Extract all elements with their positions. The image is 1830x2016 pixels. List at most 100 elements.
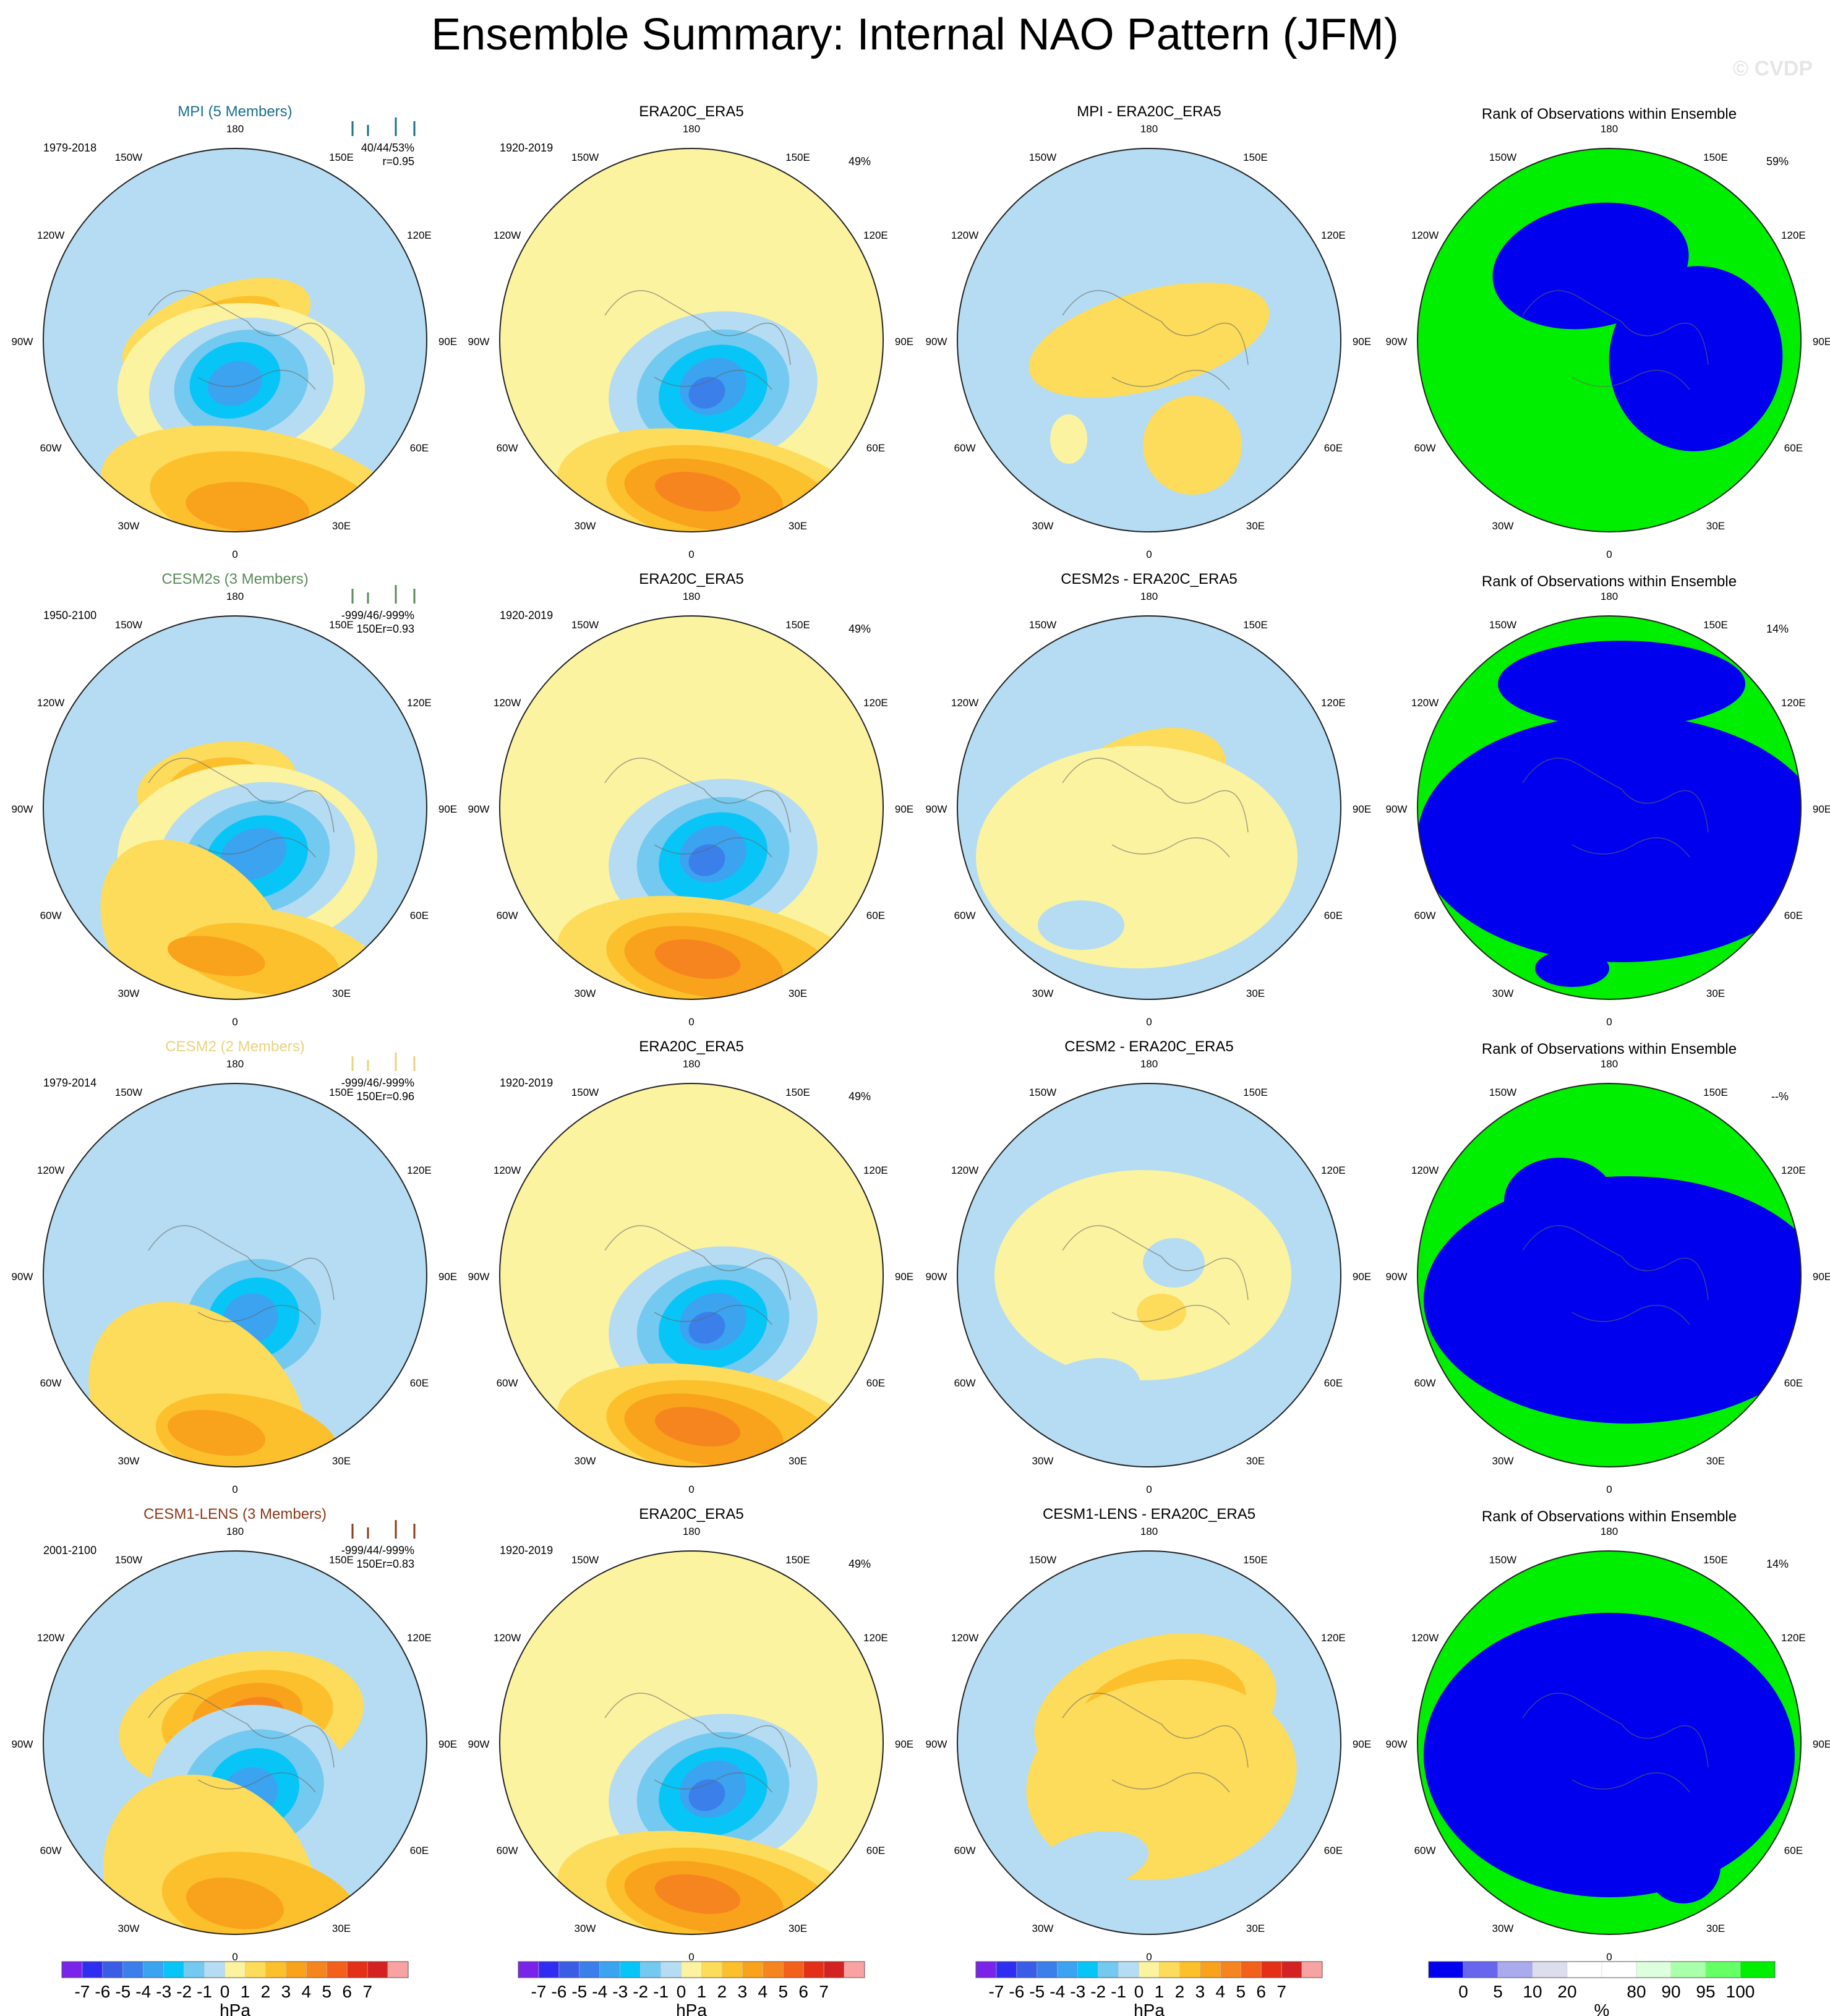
longitude-label: 150W <box>571 152 599 163</box>
longitude-label: 90E <box>1813 1738 1830 1750</box>
colorbar-tick-label: 4 <box>302 1982 312 2001</box>
longitude-label: 90E <box>438 1738 457 1750</box>
coastline <box>1062 758 1249 858</box>
longitude-label: 30E <box>1706 520 1725 532</box>
map-border <box>43 1550 427 1935</box>
colorbar-swatch <box>1740 1961 1776 1978</box>
contour-region <box>976 746 1298 968</box>
longitude-label: 30W <box>1492 988 1514 999</box>
longitude-label: 60W <box>1414 910 1436 921</box>
colorbar-unit: % <box>1594 2001 1610 2016</box>
longitude-label: 120W <box>494 697 521 709</box>
colorbar-tick-label: 6 <box>1256 1982 1266 2001</box>
colorbar-tick-label: -2 <box>633 1982 648 2001</box>
map-disc: 180 150E 120E 90E 60E 30E 0 30W 60W 90W 120W 150W <box>468 123 914 560</box>
contour-region <box>1424 1613 1795 1897</box>
map-border <box>1417 615 1802 1000</box>
longitude-label: 30E <box>1246 520 1265 532</box>
longitude-label: 90E <box>1813 803 1830 815</box>
colorbar-swatch <box>620 1961 641 1978</box>
longitude-label: 30W <box>1492 520 1514 532</box>
longitude-label: 30E <box>789 988 807 999</box>
longitude-label: 120E <box>863 1164 888 1176</box>
coastline <box>1522 1693 1709 1793</box>
longitude-label: 90E <box>895 336 913 348</box>
colorbar-tick-label: 10 <box>1523 1982 1542 2001</box>
longitude-label: 90W <box>468 803 490 815</box>
longitude-label: 150E <box>329 1087 354 1098</box>
map-border <box>957 615 1341 1000</box>
contour-region <box>1535 950 1609 987</box>
obs-years: 1920-2019 <box>500 1544 553 1557</box>
contour-region <box>1504 1158 1615 1244</box>
longitude-label: 150E <box>785 152 810 163</box>
longitude-label: 60E <box>410 442 429 454</box>
contour-region <box>1028 282 1270 398</box>
colorbar-swatch <box>742 1961 763 1978</box>
colorbar-swatch <box>599 1961 620 1978</box>
longitude-label: 90E <box>1813 1271 1830 1283</box>
longitude-label: 30W <box>575 1923 596 1934</box>
longitude-label: 120W <box>494 1164 521 1176</box>
model-correlation: 150Er=0.96 <box>356 1090 414 1103</box>
longitude-label: 90W <box>926 336 947 348</box>
longitude-label: 180 <box>226 123 244 135</box>
colorbar-swatch <box>803 1961 824 1978</box>
model-stats: -999/46/-999% <box>341 1077 414 1089</box>
longitude-label: 0 <box>1146 1484 1152 1495</box>
colorbar-tick-label: 3 <box>1195 1982 1205 2001</box>
diff-panel-title: MPI - ERA20C_ERA5 <box>1077 103 1221 120</box>
longitude-label: 120W <box>951 1164 978 1176</box>
map-disc: 180 150E 120E 90E 60E 30E 0 30W 60W 90W 120W 150W <box>12 1058 458 1495</box>
longitude-label: 150E <box>329 152 354 163</box>
coastline <box>1062 1693 1249 1793</box>
longitude-label: 60E <box>1324 910 1343 921</box>
rank-panel-title: Rank of Observations within Ensemble <box>1482 573 1737 590</box>
map-border <box>43 1083 427 1467</box>
longitude-label: 150W <box>1029 619 1056 631</box>
colorbar-tick-label: -6 <box>551 1982 567 2001</box>
model-correlation: 150Er=0.93 <box>356 623 414 635</box>
map-disc: 180 150E 120E 90E 60E 30E 0 30W 60W 90W 120W 150W <box>1386 591 1830 1028</box>
longitude-label: 120E <box>407 1164 432 1176</box>
colorbar-tick-label: -4 <box>1050 1982 1065 2001</box>
longitude-label: 30E <box>789 1455 807 1467</box>
colorbar-swatch <box>122 1961 144 1978</box>
contour-region <box>654 1407 741 1446</box>
longitude-label: 0 <box>1146 1951 1152 1963</box>
longitude-label: 150W <box>1029 152 1056 163</box>
longitude-label: 90W <box>1386 803 1408 815</box>
watermark: © CVDP <box>1733 57 1813 80</box>
colorbar-tick-label: -1 <box>1111 1982 1126 2001</box>
colorbar-tick-label: 0 <box>1458 1982 1468 2001</box>
obs-panel-title: ERA20C_ERA5 <box>639 571 743 587</box>
longitude-label: 0 <box>1606 549 1612 560</box>
longitude-label: 120W <box>37 229 64 241</box>
diff-panel-title: CESM2 - ERA20C_ERA5 <box>1064 1038 1233 1055</box>
map-border <box>1417 148 1802 532</box>
diff-panel-title: CESM1-LENS - ERA20C_ERA5 <box>1043 1506 1255 1523</box>
longitude-label: 120W <box>1411 229 1439 241</box>
colorbar-swatch <box>1098 1961 1119 1978</box>
longitude-label: 30W <box>1032 1923 1054 1934</box>
longitude-label: 90W <box>926 803 947 815</box>
longitude-label: 180 <box>1140 1058 1158 1070</box>
contour-region <box>1038 1831 1148 1889</box>
longitude-label: 150E <box>1243 152 1268 163</box>
map-disc: 180 150E 120E 90E 60E 30E 0 30W 60W 90W 120W 150W <box>926 123 1372 560</box>
longitude-label: 150E <box>1703 1554 1728 1566</box>
longitude-label: 90E <box>1353 1271 1371 1283</box>
colorbar-swatch <box>1301 1961 1323 1978</box>
colorbar-swatch <box>1281 1961 1302 1978</box>
colorbar-swatch <box>1428 1961 1464 1978</box>
longitude-label: 60E <box>1324 442 1343 454</box>
longitude-label: 180 <box>1140 123 1158 135</box>
model-stats: 40/44/53% <box>361 142 414 154</box>
map-border <box>499 148 884 532</box>
colorbar-tick-label: -7 <box>531 1982 546 2001</box>
obs-percent: 49% <box>849 155 871 168</box>
colorbar-swatch <box>306 1961 327 1978</box>
